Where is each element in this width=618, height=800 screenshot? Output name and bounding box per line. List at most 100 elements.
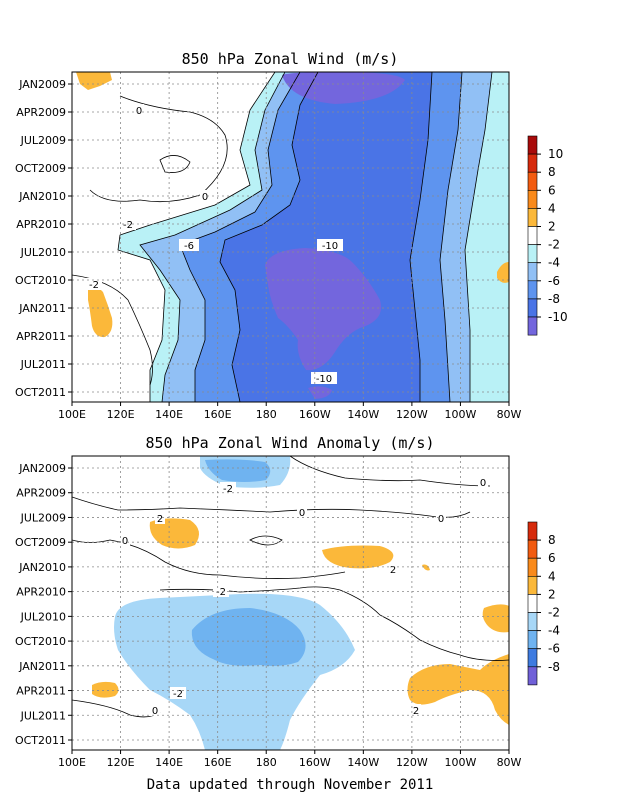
- top-colorbar-box-9: [527, 298, 538, 318]
- bottom-band-neg4-a: [205, 459, 271, 482]
- bottom-contour-label-bg-7: [213, 585, 229, 597]
- bottom-band-neg4-b: [191, 608, 306, 666]
- top-contour-label-bg-1: [200, 190, 210, 202]
- bottom-colorbar-label-5: -4: [548, 624, 560, 638]
- top-y-tick-label-4: JAN2010: [18, 190, 66, 203]
- top-colorbar-label-9: -10: [548, 310, 568, 324]
- bottom-contour-label-6: 0: [122, 536, 128, 547]
- top-y-tick-label-5: APR2010: [16, 218, 66, 231]
- top-band-neg10-c: [308, 386, 332, 399]
- bottom-grid-lines: [72, 456, 509, 750]
- bottom-colorbar-box-2: [527, 557, 538, 577]
- bottom-colorbar-label-2: 4: [548, 569, 556, 583]
- top-contour-line-j: [159, 155, 191, 173]
- top-colorbar-label-2: 6: [548, 183, 556, 197]
- top-contour-label-1: 0: [202, 192, 208, 203]
- bottom-contour-labels: -2 0 0 2 0 2 0 -2 -2 0 2: [120, 476, 488, 717]
- top-colorbar-box-0: [527, 135, 538, 155]
- bottom-contour-line-d: [159, 586, 509, 661]
- bottom-contour-line-a: [289, 456, 491, 487]
- bottom-colorbar-label-3: 2: [548, 587, 556, 601]
- top-contour-label-bg-6: [311, 372, 337, 384]
- top-contour-line-a: [117, 72, 276, 402]
- top-colorbar: 10 8 6 4 2 -2 -4 -6 -8 -10: [527, 135, 568, 336]
- top-y-tick-label-1: APR2009: [16, 106, 66, 119]
- top-colorbar-box-2: [527, 171, 538, 191]
- top-band-pos2-c: [497, 262, 509, 283]
- bottom-contour-label-8: -2: [173, 689, 183, 700]
- top-colorbar-box-6: [527, 244, 538, 264]
- bottom-y-tick-label-11: OCT2011: [15, 734, 66, 747]
- bottom-colorbar-box-8: [527, 666, 538, 686]
- top-contour-line-c: [179, 72, 301, 402]
- bottom-y-tick-label-0: JAN2009: [18, 462, 66, 475]
- top-band-pos2-a: [76, 72, 112, 90]
- top-colorbar-label-4: 2: [548, 220, 556, 234]
- top-band-pos2-b: [88, 286, 113, 338]
- top-y-tick-label-10: JUL2011: [20, 358, 66, 371]
- top-contour-label-5: -2: [89, 280, 99, 291]
- bottom-x-tick-label-4: 180: [256, 756, 277, 769]
- bottom-contour-label-bg-4: [436, 512, 446, 524]
- bottom-y-tick-label-5: APR2010: [16, 586, 66, 599]
- bottom-contour-label-5: 2: [390, 565, 396, 576]
- bottom-contour-label-bg-5: [388, 563, 398, 575]
- bottom-colorbar-box-0: [527, 521, 538, 541]
- bottom-contour-label-3: 2: [157, 514, 163, 525]
- top-colorbar-box-7: [527, 262, 538, 282]
- top-x-tick-label-4: 180: [256, 408, 277, 421]
- top-colorbar-label-1: 8: [548, 165, 556, 179]
- bottom-y-tick-label-9: APR2011: [16, 685, 66, 698]
- bottom-contour-label-bg-3: [155, 512, 165, 524]
- bottom-x-tick-label-6: 140W: [347, 756, 379, 769]
- top-y-tick-label-9: APR2011: [16, 330, 66, 343]
- bottom-band-pos2-b: [322, 545, 394, 569]
- top-x-tick-label-3: 160E: [204, 408, 232, 421]
- top-colorbar-label-0: 10: [548, 147, 563, 161]
- bottom-axis-ticks: 100E 120E 140E 160E 180 160W 140W 120W 100W 80W JA…: [15, 462, 522, 769]
- top-y-tick-label-7: OCT2010: [15, 274, 66, 287]
- top-x-tick-label-9: 80W: [497, 408, 522, 421]
- bottom-contour-lines: [72, 456, 509, 718]
- bottom-colorbar-box-5: [527, 612, 538, 631]
- bottom-contour-line-b: [72, 496, 471, 518]
- bottom-y-tick-label-2: JUL2009: [20, 511, 66, 524]
- top-colorbar-box-5: [527, 226, 538, 245]
- bottom-contour-label-bg-8: [170, 687, 186, 699]
- top-chart-title: 850 hPa Zonal Wind (m/s): [182, 50, 399, 68]
- bottom-contour-label-bg-9: [150, 704, 160, 716]
- bottom-x-tick-label-9: 80W: [497, 756, 522, 769]
- top-y-tick-label-11: OCT2011: [15, 386, 66, 399]
- bottom-contour-label-bg-0: [220, 482, 236, 494]
- top-contour-label-2: -2: [123, 220, 133, 231]
- top-colorbar-box-4: [527, 208, 538, 227]
- bottom-y-tick-label-4: JAN2010: [18, 561, 66, 574]
- top-y-tick-label-2: JUL2009: [20, 134, 66, 147]
- bottom-contour-label-7: -2: [216, 587, 226, 598]
- top-contour-labels: 0 0 -2 -6 -10 -2 -10: [86, 104, 343, 385]
- top-colorbar-box-10: [527, 316, 538, 336]
- bottom-colorbar-box-7: [527, 648, 538, 668]
- top-y-tick-label-3: OCT2009: [15, 162, 66, 175]
- bottom-chart-title: 850 hPa Zonal Wind Anomaly (m/s): [146, 434, 435, 452]
- top-contour-label-bg-0: [134, 104, 144, 116]
- top-x-tick-label-2: 140E: [155, 408, 183, 421]
- bottom-band-pos2-e: [407, 654, 509, 725]
- top-axis-ticks: 100E 120E 140E 160E 180 160W 140W 120W 100W 80W JA…: [15, 78, 522, 421]
- bottom-band-pos2-a: [149, 518, 199, 549]
- top-colorbar-label-8: -8: [548, 292, 560, 306]
- bottom-y-tick-label-7: OCT2010: [15, 635, 66, 648]
- top-x-tick-label-0: 100E: [58, 408, 86, 421]
- bottom-contour-label-bg-2: [297, 506, 307, 518]
- bottom-y-tick-label-1: APR2009: [16, 487, 66, 500]
- top-colorbar-label-5: -2: [548, 238, 560, 252]
- top-contour-label-3: -6: [184, 241, 194, 252]
- top-contour-fill: [72, 72, 509, 402]
- bottom-band-pos2-d: [482, 604, 509, 633]
- zonal-wind-chart: 850 hPa Zonal Wind (m/s): [15, 50, 568, 421]
- bottom-contour-line-f: [249, 535, 283, 546]
- top-colorbar-label-6: -4: [548, 256, 560, 270]
- bottom-colorbar-label-1: 6: [548, 551, 556, 565]
- bottom-contour-fill: [72, 456, 509, 750]
- bottom-contour-label-2: 0: [299, 508, 305, 519]
